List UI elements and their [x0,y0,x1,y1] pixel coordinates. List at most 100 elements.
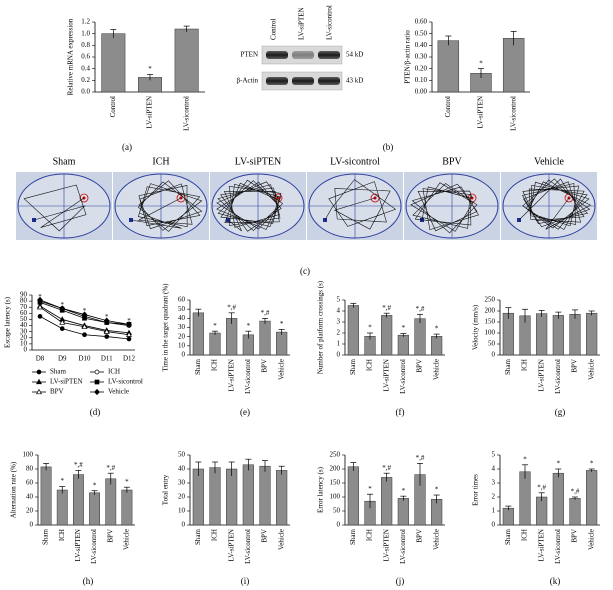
x-tick-label: Sham [504,528,512,545]
significance: * [127,317,131,325]
x-tick-label: Sham [349,358,357,375]
x-tick-label: D11 [101,355,113,363]
y-axis-label: Total entry [162,474,170,505]
significance: *,# [261,309,270,317]
bar [502,507,514,526]
significance: * [368,324,372,332]
y-tick-label: 30 [178,323,186,331]
bar [192,468,204,526]
y-tick-label: 100 [23,451,34,459]
y-tick-label: 80 [26,465,34,473]
maze-label: BPV [442,156,462,167]
significance: *,# [416,454,425,462]
y-tick-label: 5 [337,296,341,304]
bar [40,466,52,526]
significance: * [61,301,65,309]
panel-label: (c) [300,266,310,276]
x-tick-label: Control [444,96,452,117]
x-tick-label: LV-siPTEN [382,359,390,392]
significance: * [590,460,594,468]
y-tick-label: 1.0 [81,29,90,37]
y-tick-label: 0.6 [81,53,90,61]
marker [126,336,132,342]
x-tick-label: Control [109,96,117,117]
blot-band [292,51,314,59]
y-tick-label: 1 [492,507,496,515]
bar [397,498,409,526]
bar [381,315,393,356]
x-tick-label: LV-siPTEN [537,529,545,562]
legend-label: LV-sicontrol [108,378,143,386]
y-tick-label: 0.4 [81,64,90,72]
x-tick-label: ICH [521,529,529,541]
bar [586,470,598,526]
bar [431,336,443,356]
bar [259,320,271,356]
lane-label: Control [270,19,278,40]
y-tick-label: 10 [20,339,28,347]
y-tick-label: 0 [182,351,186,359]
x-tick-label: ICH [211,529,219,541]
legend-label: BPV [50,388,64,396]
bar [437,40,460,93]
maze-label: Sham [53,156,76,167]
maze-track [518,178,592,230]
panel-label: (e) [240,407,250,417]
legend-marker [36,378,42,385]
y-tick-label: 0.50 [415,29,428,37]
bar [502,312,514,356]
y-tick-label: 50 [178,305,186,313]
legend-label: Vehicle [108,388,129,396]
bar [552,315,564,356]
x-tick-label: Sham [349,528,357,545]
blot-band [266,77,288,85]
bar [226,468,238,526]
y-tick-label: 200 [485,307,496,315]
x-tick-label: BPV [416,359,424,373]
marker [37,314,43,319]
y-tick-label: 50 [20,315,28,323]
y-tick-label: 10 [178,341,186,349]
x-tick-label: Sham [504,358,512,375]
y-tick-label: 0.40 [415,41,428,49]
y-tick-label: 2 [337,329,341,337]
y-tick-label: 80 [20,297,28,305]
x-tick-label: LV-siPTEN [382,529,390,562]
x-tick-label: LV-sicontrol [509,96,517,131]
x-tick-label: LV-siPTEN [74,529,82,562]
lane-label: LV-sicontrol [326,5,334,40]
bar [519,471,531,526]
significance: *,# [227,303,236,311]
y-axis-label: Error latency (s) [317,466,325,513]
significance: * [105,313,109,321]
legend-marker [94,388,100,396]
y-tick-label: 40 [178,465,186,473]
x-tick-label: LV-siPTEN [146,96,154,129]
y-tick-label: 3 [492,479,496,487]
x-tick-label: Sham [42,528,50,545]
marker [37,304,43,310]
x-tick-label: LV-sicontrol [182,96,190,131]
y-tick-label: 90 [20,291,28,299]
x-tick-label: LV-siPTEN [227,529,235,562]
x-tick-label: BPV [416,529,424,543]
x-tick-label: D10 [78,355,91,363]
y-tick-label: 40 [26,493,34,501]
y-tick-label: 4 [492,465,496,473]
legend-label: Sham [50,368,67,376]
y-tick-label: 150 [330,479,341,487]
y-tick-label: 3 [337,318,341,326]
bar [502,38,525,93]
bar [121,489,133,526]
panel-label: (f) [396,407,405,417]
y-axis-label: Relative mRNA expression [67,18,75,95]
y-tick-label: 70 [20,303,28,311]
x-tick-label: Vehicle [123,529,131,550]
y-tick-label: 50 [178,451,186,459]
legend-label: ICH [108,368,120,376]
panel-label: (k) [550,576,561,586]
x-tick-label: LV-sicontrol [399,359,407,394]
y-axis-label: Number of platform crossings (s) [317,280,325,374]
significance: * [38,293,42,301]
marker [81,311,88,318]
